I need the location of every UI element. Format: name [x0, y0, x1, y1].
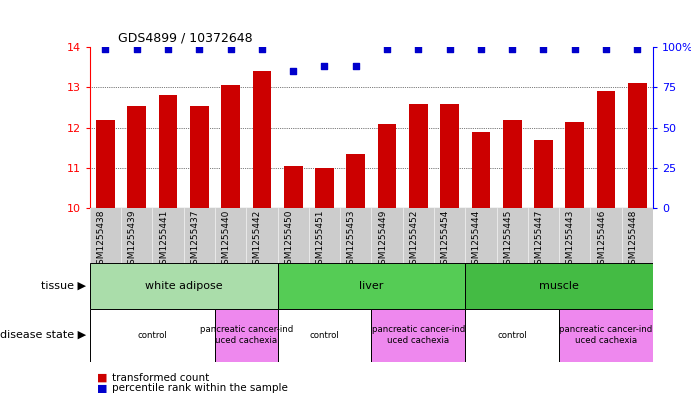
- Point: [600, 46, 612, 52]
- Bar: [628, 83, 647, 208]
- FancyBboxPatch shape: [465, 263, 653, 309]
- Text: percentile rank within the sample: percentile rank within the sample: [112, 383, 288, 393]
- Text: control: control: [498, 331, 527, 340]
- Bar: [378, 124, 397, 208]
- Bar: [534, 140, 553, 208]
- Point: [569, 46, 580, 52]
- Point: [507, 46, 518, 52]
- Text: pancreatic cancer-ind
uced cachexia: pancreatic cancer-ind uced cachexia: [372, 325, 465, 345]
- Point: [131, 46, 142, 52]
- Point: [225, 46, 236, 52]
- Text: GSM1255442: GSM1255442: [253, 210, 262, 270]
- Point: [100, 46, 111, 52]
- Text: tissue ▶: tissue ▶: [41, 281, 86, 291]
- Point: [538, 46, 549, 52]
- Text: GSM1255437: GSM1255437: [190, 210, 199, 270]
- Text: GSM1255446: GSM1255446: [597, 210, 606, 270]
- Bar: [440, 104, 459, 208]
- Text: pancreatic cancer-ind
uced cachexia: pancreatic cancer-ind uced cachexia: [560, 325, 653, 345]
- Point: [162, 46, 173, 52]
- Text: muscle: muscle: [539, 281, 579, 291]
- Text: GSM1255450: GSM1255450: [284, 210, 293, 270]
- Text: GSM1255453: GSM1255453: [347, 210, 356, 270]
- Text: liver: liver: [359, 281, 384, 291]
- FancyBboxPatch shape: [465, 309, 559, 362]
- Text: pancreatic cancer-ind
uced cachexia: pancreatic cancer-ind uced cachexia: [200, 325, 293, 345]
- Point: [381, 46, 392, 52]
- Text: ■: ■: [97, 373, 107, 383]
- Text: GSM1255439: GSM1255439: [128, 210, 137, 270]
- Text: transformed count: transformed count: [112, 373, 209, 383]
- Bar: [596, 92, 616, 208]
- FancyBboxPatch shape: [90, 309, 215, 362]
- Bar: [127, 106, 146, 208]
- FancyBboxPatch shape: [90, 263, 278, 309]
- Text: GSM1255447: GSM1255447: [535, 210, 544, 270]
- Point: [444, 46, 455, 52]
- Bar: [565, 122, 584, 208]
- Bar: [252, 71, 272, 208]
- Text: GSM1255443: GSM1255443: [566, 210, 575, 270]
- Point: [287, 68, 299, 75]
- Text: disease state ▶: disease state ▶: [0, 330, 86, 340]
- Text: white adipose: white adipose: [145, 281, 223, 291]
- Bar: [315, 168, 334, 208]
- Text: GDS4899 / 10372648: GDS4899 / 10372648: [118, 31, 253, 44]
- Bar: [503, 120, 522, 208]
- FancyBboxPatch shape: [278, 309, 371, 362]
- Text: GSM1255440: GSM1255440: [222, 210, 231, 270]
- Bar: [221, 85, 240, 208]
- Text: GSM1255448: GSM1255448: [628, 210, 637, 270]
- Bar: [409, 104, 428, 208]
- Point: [475, 46, 486, 52]
- Bar: [96, 120, 115, 208]
- Text: GSM1255438: GSM1255438: [97, 210, 106, 270]
- Point: [319, 63, 330, 70]
- Text: control: control: [310, 331, 339, 340]
- Bar: [471, 132, 491, 208]
- Point: [350, 63, 361, 70]
- Point: [632, 46, 643, 52]
- Bar: [190, 106, 209, 208]
- Point: [193, 46, 205, 52]
- Text: GSM1255441: GSM1255441: [159, 210, 168, 270]
- FancyBboxPatch shape: [559, 309, 653, 362]
- Bar: [346, 154, 365, 208]
- FancyBboxPatch shape: [278, 263, 465, 309]
- FancyBboxPatch shape: [215, 309, 278, 362]
- Text: GSM1255444: GSM1255444: [472, 210, 481, 270]
- Text: GSM1255445: GSM1255445: [503, 210, 512, 270]
- Text: GSM1255451: GSM1255451: [316, 210, 325, 270]
- Text: control: control: [138, 331, 167, 340]
- Text: GSM1255452: GSM1255452: [409, 210, 418, 270]
- Bar: [284, 166, 303, 208]
- Bar: [159, 95, 178, 208]
- Text: GSM1255449: GSM1255449: [378, 210, 387, 270]
- Point: [413, 46, 424, 52]
- FancyBboxPatch shape: [371, 309, 465, 362]
- Text: GSM1255454: GSM1255454: [441, 210, 450, 270]
- Point: [256, 46, 267, 52]
- Text: ■: ■: [97, 383, 107, 393]
